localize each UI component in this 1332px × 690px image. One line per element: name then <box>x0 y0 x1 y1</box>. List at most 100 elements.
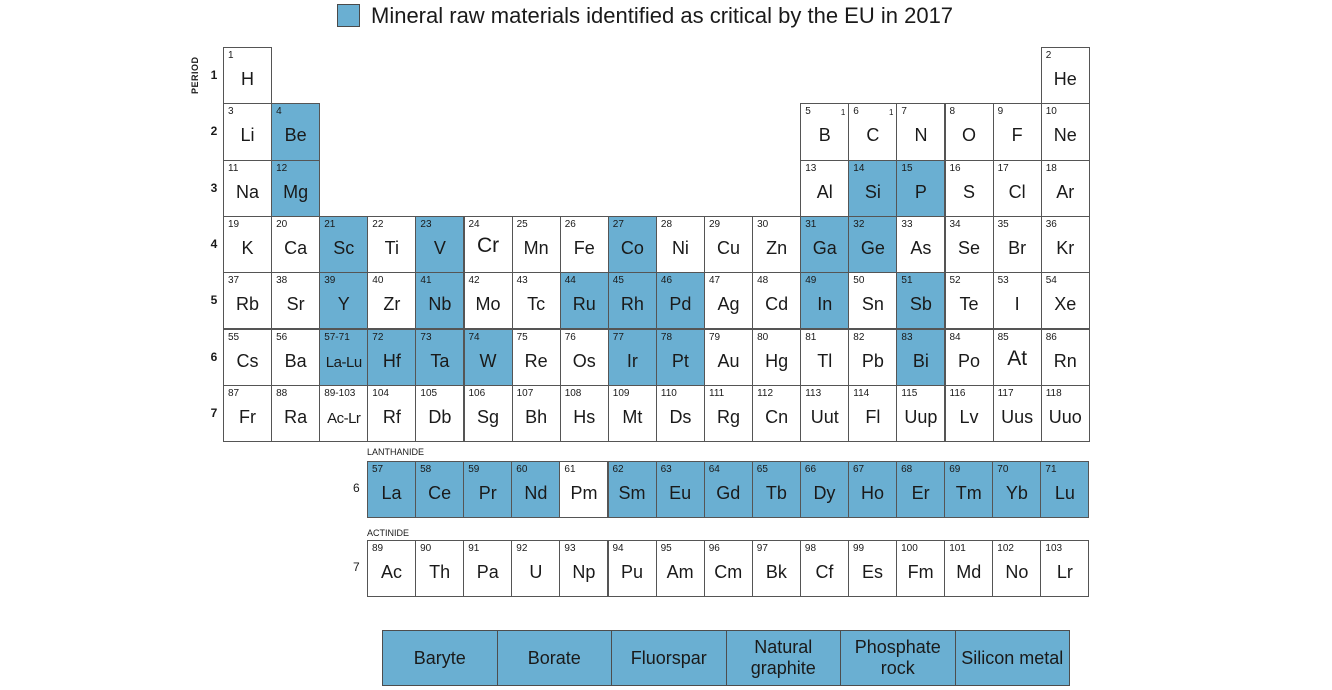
atomic-number: 42 <box>468 275 480 287</box>
atomic-number: 48 <box>757 275 769 287</box>
atomic-number: 1 <box>228 50 234 61</box>
element-cell-ge: 32 Ge <box>848 215 898 274</box>
atomic-number: 84 <box>949 331 961 343</box>
element-symbol: Pb <box>861 350 884 371</box>
element-symbol: Ag <box>717 294 740 315</box>
element-symbol: Ta <box>430 350 450 371</box>
atomic-number: 74 <box>468 331 480 343</box>
element-cell-au: 79 Au <box>704 328 754 386</box>
element-symbol: Lr <box>1056 562 1073 582</box>
element-cell-bk: 97 Bk <box>751 540 801 597</box>
atomic-number: 102 <box>997 543 1014 554</box>
element-symbol: Ar <box>1056 181 1075 202</box>
element-symbol: Lu <box>1054 483 1075 503</box>
element-symbol: Sc <box>333 237 355 258</box>
element-symbol: Er <box>911 483 930 503</box>
element-cell-mt: 109 Mt <box>607 384 657 443</box>
element-symbol: Cr <box>476 233 500 257</box>
element-cell-na: 11 Na <box>223 159 273 217</box>
element-cell-te: 52 Te <box>944 272 994 330</box>
atomic-number: 68 <box>901 464 913 475</box>
industrial-materials-row: Baryte Borate Fluorspar Natural graphite Pho… <box>382 630 1070 686</box>
material-natural-graphite: Natural graphite <box>725 630 841 686</box>
element-symbol: Br <box>1008 237 1027 258</box>
atomic-number: 85 <box>997 331 1009 343</box>
element-cell-cu: 29 Cu <box>704 215 754 274</box>
atomic-number: 73 <box>420 331 432 343</box>
element-cell-v: 23 V <box>415 215 465 274</box>
atomic-number: 86 <box>1045 331 1057 343</box>
element-symbol: Ac-Lr <box>327 409 361 427</box>
atomic-number: 105 <box>420 387 438 399</box>
element-cell-pu: 94 Pu <box>607 540 657 597</box>
period-number: 1 <box>210 68 218 82</box>
element-cell-os: 76 Os <box>559 328 609 386</box>
element-cell-hs: 108 Hs <box>559 384 609 443</box>
element-cell-ca: 20 Ca <box>271 215 321 274</box>
atomic-number: 100 <box>901 543 918 554</box>
element-cell-fe: 26 Fe <box>559 215 609 274</box>
element-symbol: Os <box>572 350 596 371</box>
element-symbol: Cf <box>815 562 834 582</box>
element-symbol: U <box>529 562 543 582</box>
element-symbol: Sm <box>618 483 646 503</box>
atomic-number: 95 <box>660 543 672 554</box>
element-cell-kr: 36 Kr <box>1040 215 1090 274</box>
atomic-number: 111 <box>709 387 725 399</box>
element-symbol: Fr <box>239 406 257 427</box>
element-symbol: Db <box>428 406 452 427</box>
atomic-number: 67 <box>853 464 865 475</box>
atomic-number: 44 <box>564 275 576 287</box>
element-cell-bh: 107 Bh <box>511 384 561 443</box>
element-cell-ba: 56 Ba <box>271 328 321 386</box>
element-symbol: Al <box>816 181 833 202</box>
atomic-number: 89 <box>372 543 384 554</box>
element-cell-md: 101 Md <box>944 540 994 597</box>
atomic-number: 112 <box>757 387 774 399</box>
element-symbol: La-Lu <box>325 353 362 371</box>
element-symbol: Fe <box>573 237 595 258</box>
element-symbol: O <box>962 125 977 146</box>
atomic-number: 91 <box>468 543 480 554</box>
element-cell-ce: 58 Ce <box>415 461 465 518</box>
element-cell-no: 102 No <box>992 540 1042 597</box>
element-symbol: Re <box>524 350 548 371</box>
element-symbol: Ga <box>812 237 837 258</box>
element-cell-u: 92 U <box>511 540 561 597</box>
atomic-number: 26 <box>564 218 576 230</box>
element-cell-pb: 82 Pb <box>848 328 898 386</box>
element-symbol: Tl <box>817 350 833 371</box>
footnote-marker: 1 <box>888 108 894 118</box>
atomic-number: 23 <box>420 218 432 230</box>
element-cell-sb: 51 Sb <box>896 272 946 330</box>
atomic-number: 4 <box>276 106 282 118</box>
atomic-number: 83 <box>901 331 913 343</box>
element-cell-sc: 21 Sc <box>319 215 369 274</box>
element-cell-in: 49 In <box>800 272 850 330</box>
atomic-number: 20 <box>276 218 288 230</box>
atomic-number: 11 <box>228 162 239 174</box>
element-cell-po: 84 Po <box>944 328 994 386</box>
element-symbol: Uus <box>1001 406 1034 427</box>
element-cell-am: 95 Am <box>655 540 705 597</box>
element-cell-la: 57 La <box>367 461 417 518</box>
atomic-number: 103 <box>1045 543 1063 554</box>
atomic-number: 78 <box>660 331 673 343</box>
element-cell-uup: 115 Uup <box>896 384 946 443</box>
element-cell-pr: 59 Pr <box>463 461 513 518</box>
element-symbol: C <box>866 125 880 146</box>
atomic-number: 7 <box>901 106 907 118</box>
element-symbol: Ne <box>1053 125 1077 146</box>
element-symbol: No <box>1005 562 1029 582</box>
atomic-number: 24 <box>468 218 480 230</box>
element-cell-al: 13 Al <box>800 159 850 217</box>
element-cell-ne: 10 Ne <box>1040 103 1090 161</box>
element-symbol: Rn <box>1053 350 1077 371</box>
atomic-number: 55 <box>228 331 240 343</box>
atomic-number: 66 <box>804 464 817 475</box>
element-symbol: Tc <box>527 294 546 315</box>
atomic-number: 77 <box>612 331 624 343</box>
element-symbol: W <box>479 350 497 371</box>
element-symbol: Ir <box>626 350 638 371</box>
element-cell-mo: 42 Mo <box>463 272 513 330</box>
